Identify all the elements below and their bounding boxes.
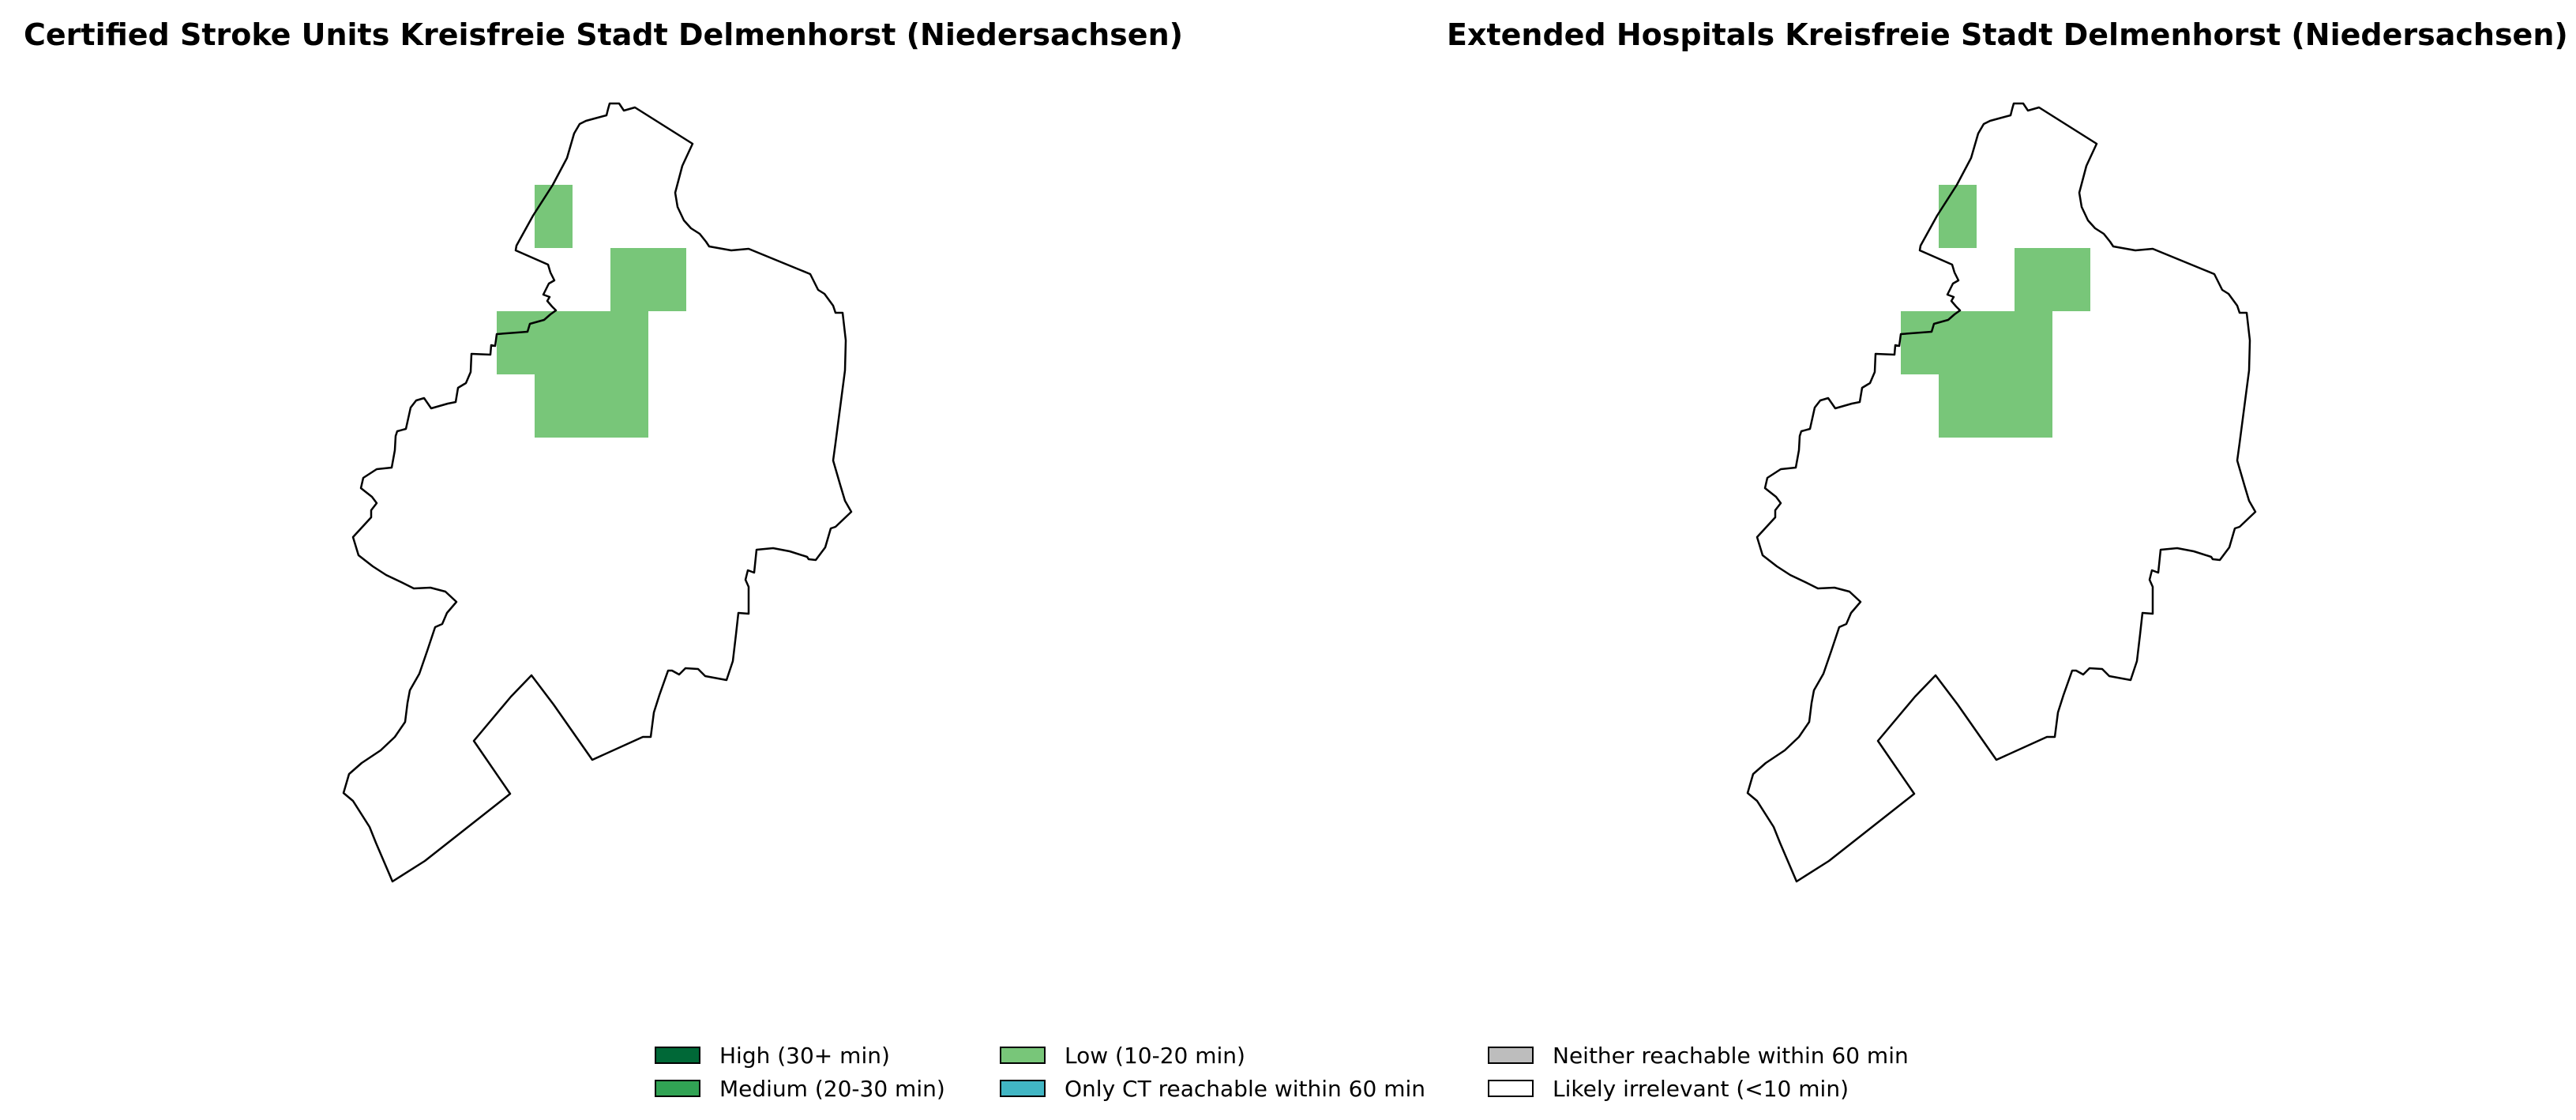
legend-label: Low (10-20 min)	[1065, 1042, 1245, 1069]
legend-swatch	[1488, 1047, 1534, 1064]
coverage-cell	[535, 185, 573, 248]
district-border	[1746, 102, 2257, 883]
legend-swatch	[655, 1047, 700, 1064]
legend-item-only-ct: Only CT reachable within 60 min	[1000, 1071, 1425, 1106]
coverage-cell	[610, 248, 686, 311]
legend-label: Likely irrelevant (<10 min)	[1553, 1075, 1849, 1102]
legend-item-medium: Medium (20-30 min)	[655, 1071, 945, 1106]
legend-swatch	[1000, 1080, 1046, 1097]
map-title-extended-hospitals: Extended Hospitals Kreisfreie Stadt Delm…	[1447, 17, 2568, 52]
coverage-cell	[1901, 311, 2052, 374]
map-stroke-units	[342, 102, 853, 883]
legend-item-neither: Neither reachable within 60 min	[1488, 1038, 1909, 1073]
legend-swatch	[1000, 1047, 1046, 1064]
legend-item-high: High (30+ min)	[655, 1038, 890, 1073]
coverage-cell	[1939, 374, 2052, 438]
legend-label: High (30+ min)	[719, 1042, 890, 1069]
map-extended-hospitals	[1746, 102, 2257, 883]
legend-label: Medium (20-30 min)	[719, 1075, 945, 1102]
map-title-stroke-units: Certified Stroke Units Kreisfreie Stadt …	[24, 17, 1183, 52]
legend-label: Only CT reachable within 60 min	[1065, 1075, 1426, 1102]
district-border	[342, 102, 853, 883]
legend-item-irrelevant: Likely irrelevant (<10 min)	[1488, 1071, 1849, 1106]
coverage-cell	[2015, 248, 2090, 311]
legend-item-low: Low (10-20 min)	[1000, 1038, 1245, 1073]
legend-swatch	[655, 1080, 700, 1097]
legend-swatch	[1488, 1080, 1534, 1097]
coverage-cell	[1939, 185, 1977, 248]
coverage-cell	[497, 311, 648, 374]
legend-label: Neither reachable within 60 min	[1553, 1042, 1909, 1069]
coverage-cell	[535, 374, 648, 438]
